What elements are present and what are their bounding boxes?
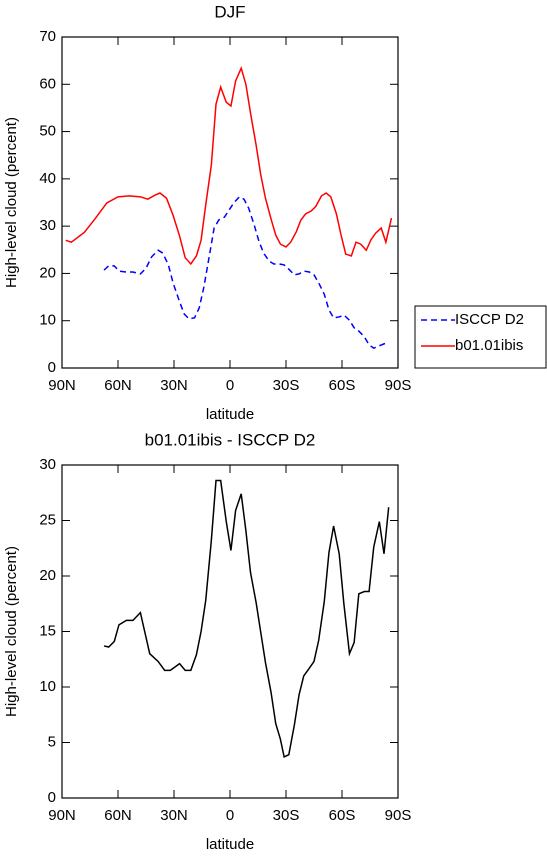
y-axis-label: High-level cloud (percent) [3,546,20,717]
x-tick-label: 30S [273,807,300,824]
chart-title: b01.01ibis - ISCCP D2 [145,430,316,449]
plot-frame [61,464,399,799]
x-tick-label: 60S [329,377,356,394]
x-tick-label: 60N [104,377,132,394]
x-tick-label: 0 [226,377,234,394]
y-tick-label: 50 [39,123,56,140]
y-tick-label: 25 [39,511,56,528]
x-tick-label: 90N [48,807,76,824]
y-tick-label: 30 [39,456,56,473]
x-tick-label: 60S [329,807,356,824]
x-tick-label: 30N [160,807,188,824]
y-tick-label: 20 [39,567,56,584]
chart-title: DJF [214,2,245,21]
legend-box [414,305,547,369]
y-tick-label: 60 [39,75,56,92]
data-line [103,479,390,759]
x-tick-label: 60N [104,807,132,824]
data-line [103,195,389,349]
y-tick-label: 0 [48,359,56,376]
y-tick-label: 40 [39,170,56,187]
y-tick-label: 30 [39,217,56,234]
y-tick-label: 10 [39,678,56,695]
y-tick-label: 15 [39,622,56,639]
y-tick-label: 0 [48,789,56,806]
x-tick-label: 90S [385,377,412,394]
x-tick-label: 90N [48,377,76,394]
x-axis-label: latitude [206,836,254,852]
y-tick-label: 70 [39,28,56,45]
x-tick-label: 30S [273,377,300,394]
plot-frame [61,36,399,369]
legend-label: ISCCP D2 [455,311,524,328]
x-tick-label: 0 [226,807,234,824]
y-tick-label: 20 [39,264,56,281]
y-tick-label: 10 [39,312,56,329]
x-axis-label: latitude [206,406,254,423]
legend-label: b01.01ibis [455,337,523,354]
y-tick-label: 5 [48,733,56,750]
x-tick-label: 90S [385,807,412,824]
data-line [65,66,393,266]
x-tick-label: 30N [160,377,188,394]
y-axis-label: High-level cloud (percent) [3,117,20,288]
